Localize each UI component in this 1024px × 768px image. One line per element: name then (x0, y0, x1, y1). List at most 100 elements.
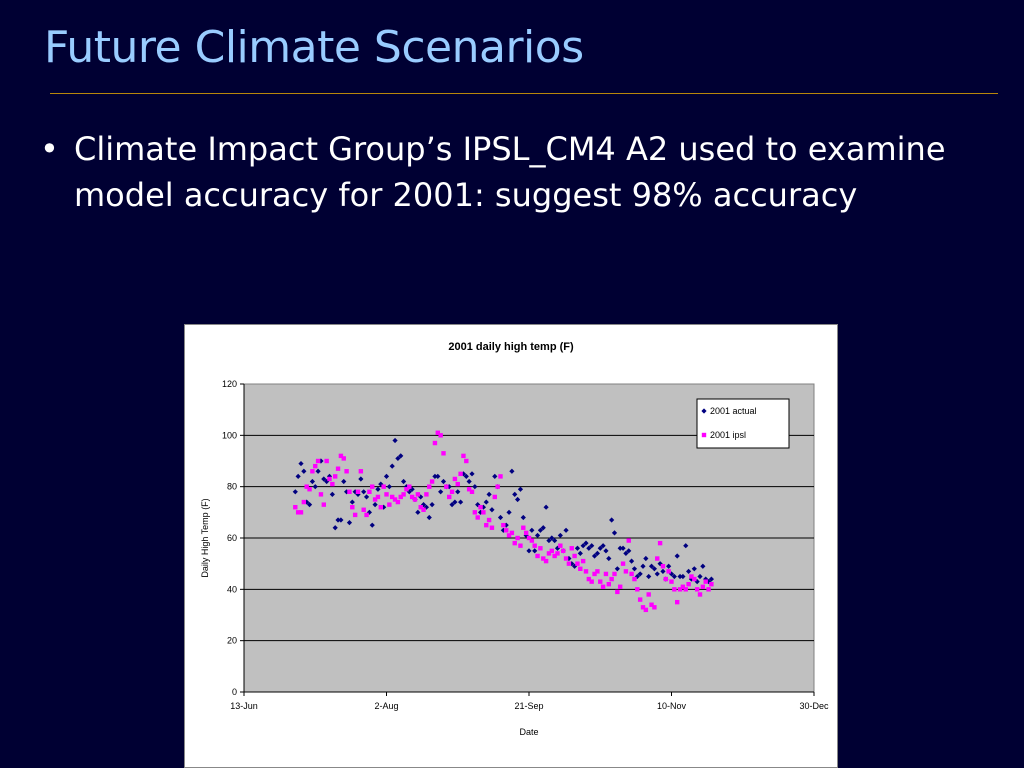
data-point (529, 538, 535, 543)
data-point (347, 489, 352, 494)
data-point (509, 468, 515, 474)
series-2001-ipsl (293, 430, 714, 613)
data-point (498, 474, 503, 479)
legend-marker-icon (701, 408, 707, 414)
data-point (586, 576, 592, 582)
data-point (683, 543, 689, 549)
x-tick-label: 30-Dec (799, 701, 829, 711)
data-point (489, 525, 495, 530)
data-point (497, 514, 504, 521)
y-tick-label: 20 (227, 636, 237, 646)
data-point (390, 494, 395, 500)
data-point (478, 505, 483, 510)
data-point (404, 487, 409, 492)
data-point (484, 522, 489, 528)
data-point (677, 573, 683, 580)
data-point (438, 433, 443, 438)
data-point (301, 499, 307, 505)
data-point (304, 484, 309, 489)
data-point (378, 505, 383, 510)
data-point (472, 484, 478, 490)
data-point (338, 453, 344, 459)
y-axis-label: Daily High Temp (F) (200, 498, 210, 577)
data-point (518, 543, 523, 548)
data-point (591, 553, 598, 559)
data-point (458, 471, 463, 477)
data-point (341, 478, 347, 485)
legend-label: 2001 ipsl (710, 430, 746, 440)
data-point (623, 550, 629, 556)
data-point (646, 592, 651, 597)
data-point (521, 525, 526, 530)
data-point (313, 463, 318, 469)
data-point (549, 535, 555, 541)
data-point (626, 538, 631, 543)
bullet-item: • Climate Impact Group’s IPSL_CM4 A2 use… (40, 126, 1000, 218)
data-point (603, 571, 609, 577)
data-point (598, 579, 603, 584)
data-point (415, 492, 421, 497)
data-point (335, 517, 341, 523)
data-point (637, 597, 643, 602)
data-point (395, 499, 401, 505)
data-point (683, 587, 688, 592)
data-point (517, 486, 524, 492)
data-point (333, 474, 338, 479)
data-point (466, 487, 472, 492)
data-point (501, 522, 506, 528)
slide-title: Future Climate Scenarios (44, 22, 584, 73)
data-point (561, 548, 566, 554)
data-point (705, 579, 712, 585)
data-point (697, 573, 703, 580)
x-tick-label: 13-Jun (230, 701, 258, 711)
data-point (466, 478, 472, 485)
data-point (427, 484, 432, 489)
data-point (660, 564, 666, 569)
data-point (464, 458, 469, 464)
data-point (592, 571, 597, 577)
data-point (520, 514, 526, 521)
data-point (706, 587, 711, 592)
data-point (697, 592, 703, 597)
data-point (640, 605, 646, 610)
data-point (597, 545, 603, 551)
data-point (620, 545, 626, 551)
data-point (424, 492, 429, 497)
data-point (321, 476, 327, 482)
data-point (504, 528, 509, 533)
data-point (429, 479, 435, 484)
data-point (700, 563, 706, 569)
data-point (629, 571, 634, 577)
data-point (486, 517, 492, 523)
data-point (657, 561, 663, 567)
data-point (370, 484, 375, 489)
legend-marker-icon (701, 432, 707, 438)
data-point (452, 476, 458, 482)
data-point (387, 502, 392, 507)
data-point (369, 522, 375, 528)
data-point (609, 517, 615, 523)
data-point (352, 512, 358, 518)
data-point (310, 469, 315, 474)
data-point (324, 458, 329, 464)
legend-label: 2001 actual (710, 406, 757, 416)
data-point (612, 571, 617, 577)
data-point (455, 489, 461, 495)
chart-panel: 2001 daily high temp (F) 0 20 40 60 80 100 120… (184, 324, 838, 768)
data-point (480, 504, 486, 510)
data-point (680, 584, 686, 589)
y-tick-label: 120 (222, 379, 237, 389)
data-point (361, 489, 367, 495)
data-point (321, 502, 326, 507)
data-point (669, 579, 674, 584)
data-point (495, 484, 500, 489)
x-axis: 13-Jun 2-Aug 21-Sep 10-Nov 30-Dec (230, 691, 829, 711)
data-point (401, 492, 406, 497)
data-point (546, 551, 552, 556)
data-point (566, 561, 572, 566)
data-point (632, 576, 637, 582)
data-point (535, 553, 540, 559)
data-point (643, 555, 649, 562)
data-point (703, 579, 708, 584)
data-point (692, 576, 697, 582)
